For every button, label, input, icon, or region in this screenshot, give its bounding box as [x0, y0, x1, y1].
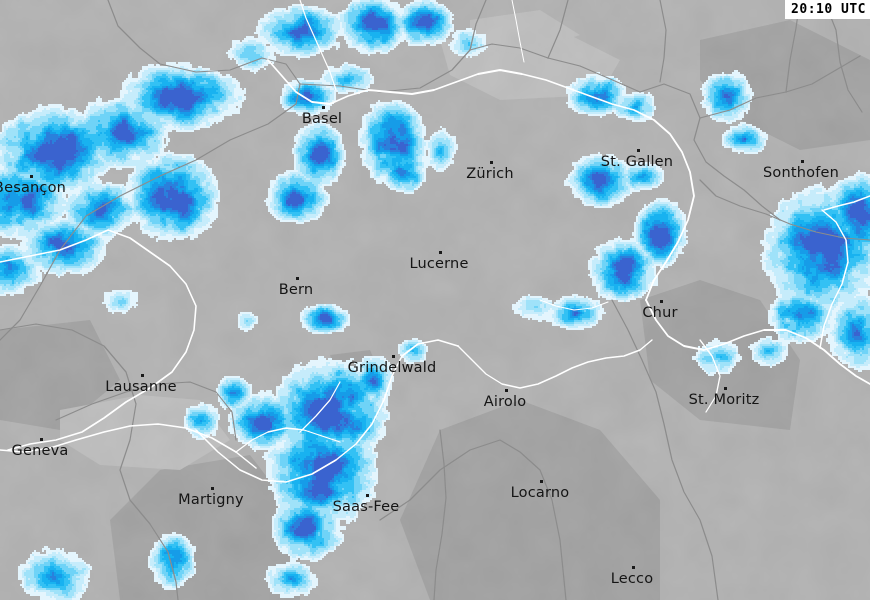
city-name: Basel — [301, 111, 343, 127]
city-name: Lucerne — [409, 256, 469, 272]
city-marker-dot — [490, 161, 493, 164]
city-marker-dot — [724, 387, 727, 390]
city-name: Saas-Fee — [332, 499, 400, 515]
city-marker-dot — [30, 175, 33, 178]
city-name: Chur — [642, 305, 678, 321]
city-name: Geneva — [11, 443, 69, 459]
city-name: St. Moritz — [688, 392, 760, 408]
city-marker-dot — [632, 566, 635, 569]
city-marker-dot — [366, 494, 369, 497]
city-marker-dot — [801, 160, 804, 163]
city-marker-dot — [296, 277, 299, 280]
city-name: Lecco — [610, 571, 654, 587]
city-marker-dot — [322, 106, 325, 109]
city-marker-dot — [141, 374, 144, 377]
city-marker-dot — [660, 300, 663, 303]
city-name: Locarno — [510, 485, 570, 501]
city-name: St. Gallen — [600, 154, 674, 170]
city-name: Martigny — [178, 492, 244, 508]
city-name: Sonthofen — [762, 165, 840, 181]
city-name: Zürich — [466, 166, 514, 182]
city-marker-dot — [637, 149, 640, 152]
city-marker-dot — [505, 389, 508, 392]
city-name: Grindelwald — [347, 360, 437, 376]
city-name: Airolo — [483, 394, 527, 410]
city-marker-dot — [439, 251, 442, 254]
city-name: Besançon — [0, 180, 67, 196]
city-marker-dot — [211, 487, 214, 490]
timestamp-badge: 20:10 UTC — [785, 0, 870, 19]
city-marker-dot — [392, 355, 395, 358]
city-name: Lausanne — [105, 379, 177, 395]
city-marker-dot — [540, 480, 543, 483]
city-marker-dot — [40, 438, 43, 441]
city-name: Bern — [278, 282, 314, 298]
